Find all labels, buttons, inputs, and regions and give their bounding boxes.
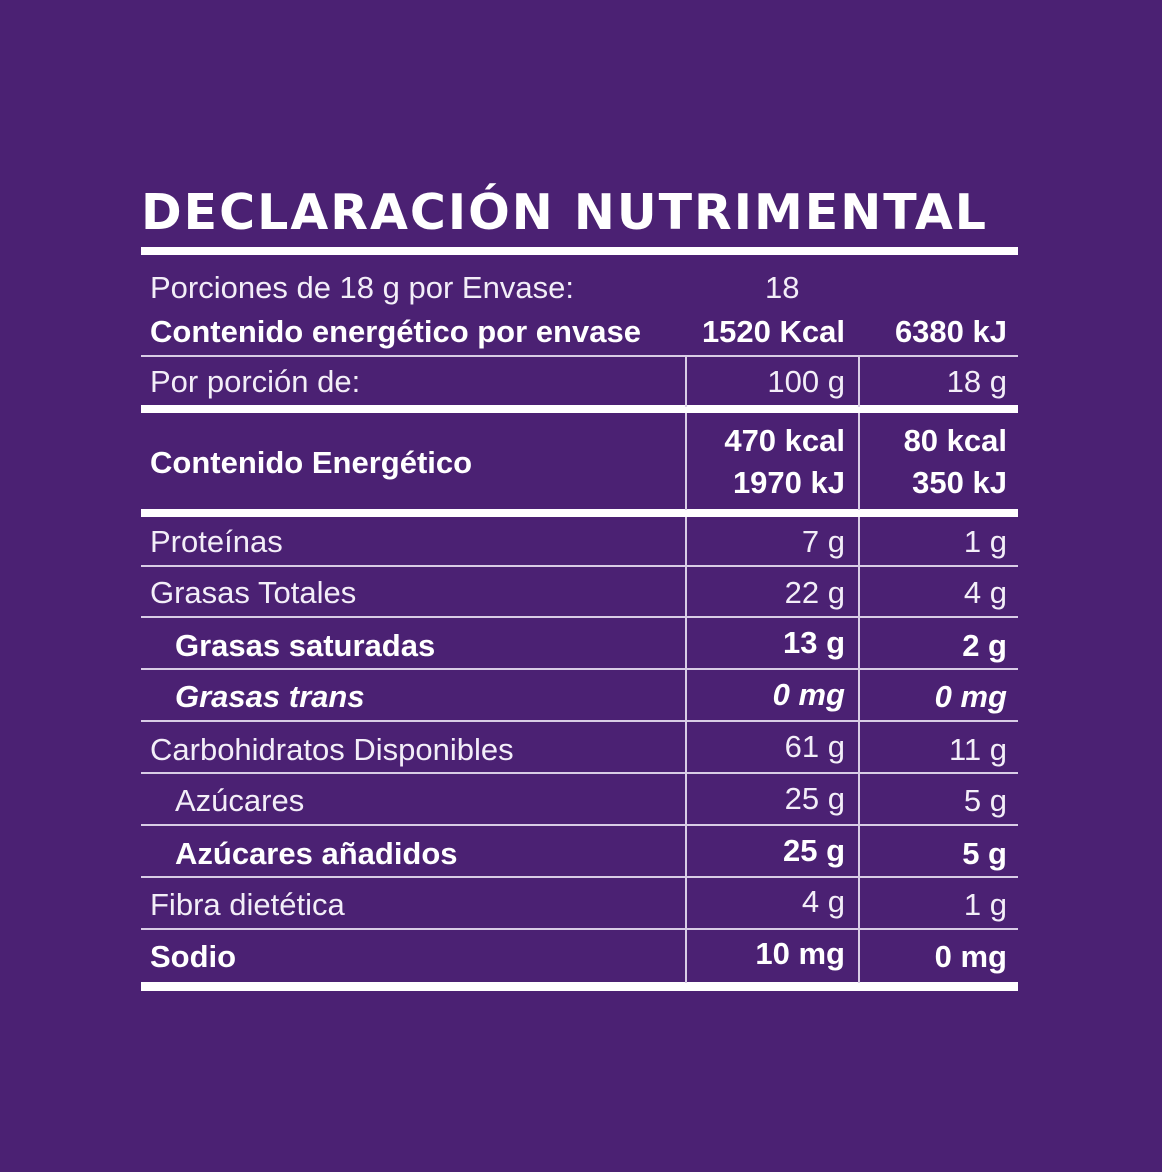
row-col1: 25 g <box>784 781 845 816</box>
row-col2: 5 g <box>962 836 1007 871</box>
row-label: Carbohidratos Disponibles <box>150 732 514 767</box>
row-col1: 0 mg <box>772 677 845 712</box>
row-label: Sodio <box>150 939 237 974</box>
column-divider <box>685 517 687 983</box>
row-col2: 4 g <box>963 575 1007 610</box>
row-divider <box>141 616 1018 618</box>
per-portion-col2: 18 g <box>946 364 1007 399</box>
energy-label: Contenido Energético <box>150 445 473 480</box>
per-portion-label: Por porción de: <box>150 364 361 399</box>
row-col1: 10 mg <box>755 936 845 971</box>
column-divider <box>858 413 860 510</box>
row-col1: 61 g <box>784 729 845 764</box>
energy-col1-kcal: 470 kcal <box>724 423 845 458</box>
servings-value: 18 <box>765 270 800 305</box>
row-col2: 11 g <box>948 732 1007 767</box>
row-label: Grasas Totales <box>150 575 357 610</box>
row-col2: 1 g <box>963 887 1007 922</box>
servings-label: Porciones de 18 g por Envase: <box>150 270 574 305</box>
row-divider <box>141 720 1018 722</box>
row-label: Azúcares <box>175 783 305 818</box>
row-label: Grasas trans <box>175 679 365 714</box>
row-col1: 4 g <box>801 884 845 919</box>
row-col2: 2 g <box>962 628 1007 663</box>
thick-divider <box>141 509 1018 517</box>
row-col2: 5 g <box>963 783 1007 818</box>
row-label: Grasas saturadas <box>175 628 436 663</box>
energy-package-kcal: 1520 Kcal <box>701 314 845 349</box>
row-label: Azúcares añadidos <box>175 836 458 871</box>
row-divider <box>141 876 1018 878</box>
nutrition-title: DECLARACIÓN NUTRIMENTAL <box>141 184 989 241</box>
per-portion-col1: 100 g <box>767 364 845 399</box>
row-col1: 13 g <box>782 625 845 660</box>
column-divider <box>685 355 687 407</box>
row-col2: 0 mg <box>934 939 1007 974</box>
row-col1: 7 g <box>801 524 845 559</box>
row-divider <box>141 565 1018 567</box>
row-col1: 25 g <box>782 833 845 868</box>
thick-divider <box>141 405 1018 413</box>
column-divider <box>858 355 860 407</box>
row-divider <box>141 928 1018 930</box>
row-col2: 1 g <box>963 524 1007 559</box>
row-divider <box>141 772 1018 774</box>
title-rule <box>141 247 1018 255</box>
row-label: Fibra dietética <box>150 887 345 922</box>
bottom-rule <box>141 982 1018 991</box>
energy-col2-kj: 350 kJ <box>912 465 1007 500</box>
row-divider <box>141 824 1018 826</box>
column-divider <box>685 413 687 510</box>
column-divider <box>858 517 860 983</box>
row-divider <box>141 668 1018 670</box>
energy-col1-kj: 1970 kJ <box>732 465 845 500</box>
energy-package-label: Contenido energético por envase <box>150 314 641 349</box>
row-col1: 22 g <box>784 575 845 610</box>
row-label: Proteínas <box>150 524 283 559</box>
energy-package-kj: 6380 kJ <box>894 314 1007 349</box>
row-col2: 0 mg <box>934 679 1007 714</box>
energy-col2-kcal: 80 kcal <box>903 423 1007 458</box>
row-divider <box>141 355 1018 357</box>
